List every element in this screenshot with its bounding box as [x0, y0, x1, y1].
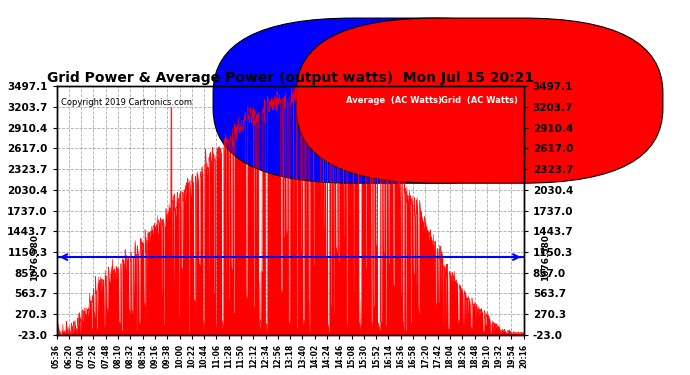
Text: Average  (AC Watts): Average (AC Watts) [346, 96, 442, 105]
Text: 1076.580: 1076.580 [30, 234, 39, 280]
Title: Grid Power & Average Power (output watts)  Mon Jul 15 20:21: Grid Power & Average Power (output watts… [47, 71, 533, 85]
Text: 1076.580: 1076.580 [542, 234, 551, 280]
Text: Grid  (AC Watts): Grid (AC Watts) [441, 96, 518, 105]
FancyBboxPatch shape [296, 18, 663, 183]
Text: Copyright 2019 Cartronics.com: Copyright 2019 Cartronics.com [61, 98, 193, 106]
FancyBboxPatch shape [213, 18, 575, 183]
